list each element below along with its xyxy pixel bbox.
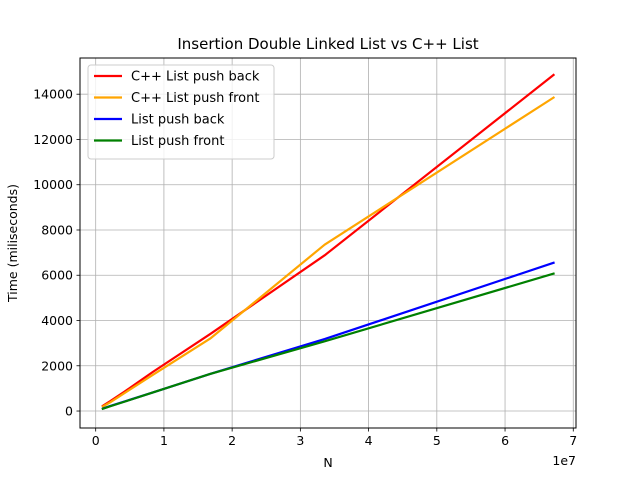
y-tick-label: 8000: [41, 222, 73, 237]
y-tick-label: 0: [65, 404, 73, 419]
plot-frame: [79, 57, 577, 429]
legend-label: List push front: [131, 134, 224, 149]
series-line-list-push-front: [101, 272, 555, 411]
axis-ticks: 0 1 2 3 4 5 6 7 0 2000 4000 6000 8000 10000 12000 14000: [33, 87, 577, 448]
y-tick-label: 2000: [41, 358, 73, 373]
legend-label: List push back: [131, 113, 225, 128]
y-tick-label: 6000: [41, 268, 73, 283]
chart-title: Insertion Double Linked List vs C++ List: [177, 35, 478, 53]
x-tick-label: 7: [569, 433, 577, 448]
y-tick-label: 4000: [41, 313, 73, 328]
x-tick-label: 1: [160, 433, 168, 448]
legend: C++ List push back C++ List push front Lis…: [87, 64, 275, 160]
x-tick-label: 3: [296, 433, 304, 448]
y-tick-label: 14000: [33, 87, 73, 102]
y-tick-label: 10000: [33, 177, 73, 192]
x-tick-label: 0: [92, 433, 100, 448]
x-axis-offset-label: 1e7: [552, 453, 576, 468]
x-tick-label: 4: [365, 433, 373, 448]
series-line-cpp-list-push-front: [101, 96, 556, 409]
x-axis-label: N: [323, 455, 332, 470]
x-tick-label: 6: [501, 433, 509, 448]
legend-box: [87, 64, 275, 160]
legend-label: C++ List push back: [131, 70, 260, 85]
x-tick-label: 2: [228, 433, 236, 448]
x-tick-label: 5: [433, 433, 441, 448]
y-axis-label: Time (miliseconds): [5, 184, 20, 303]
y-tick-label: 12000: [33, 132, 73, 147]
legend-label: C++ List push front: [131, 91, 259, 106]
series-lines: [101, 73, 556, 411]
